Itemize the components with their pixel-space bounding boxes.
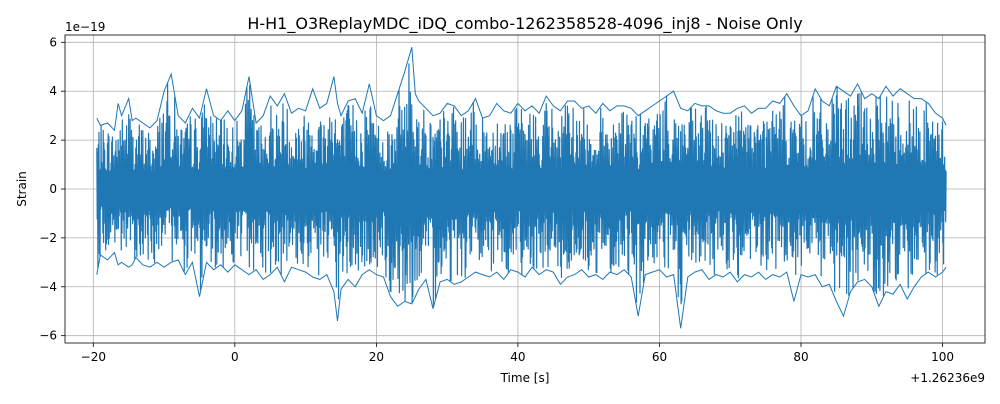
x-tick-label: 80 (793, 350, 808, 364)
y-tick-label: 6 (49, 35, 57, 49)
y-tick-label: 2 (49, 133, 57, 147)
x-tick-label: 60 (652, 350, 667, 364)
y-scale-label: 1e−19 (65, 20, 105, 34)
x-tick-label: 100 (931, 350, 954, 364)
strain-trough-envelope (96, 251, 947, 329)
x-axis-label: Time [s] (500, 371, 550, 385)
x-tick-label: 20 (369, 350, 384, 364)
x-tick-label: 0 (231, 350, 239, 364)
x-tick-label: 40 (510, 350, 525, 364)
y-tick-label: 0 (49, 182, 57, 196)
x-offset-label: +1.26236e9 (910, 371, 985, 385)
x-tick-label: −20 (81, 350, 106, 364)
strain-series-line (96, 63, 947, 307)
y-tick-label: −2 (39, 231, 57, 245)
series-layer (96, 47, 947, 329)
y-tick-label: 4 (49, 84, 57, 98)
y-tick-label: −4 (39, 280, 57, 294)
y-tick-label: −6 (39, 329, 57, 343)
chart-title: H-H1_O3ReplayMDC_iDQ_combo-1262358528-40… (247, 14, 802, 34)
y-axis-label: Strain (15, 171, 29, 207)
strain-peak-envelope (96, 47, 947, 132)
